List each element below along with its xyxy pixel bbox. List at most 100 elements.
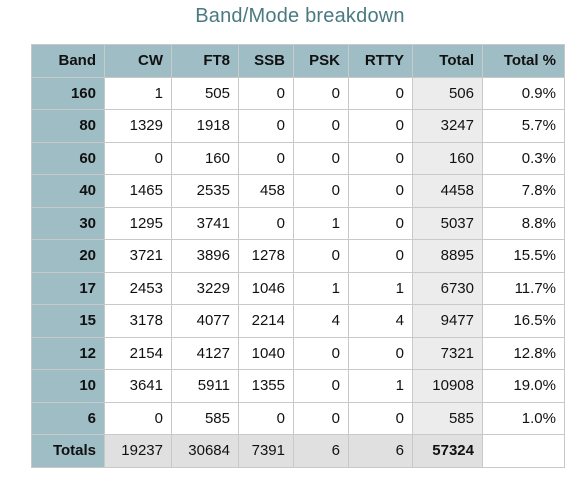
value-cell: 3247: [412, 109, 483, 143]
value-cell: 505: [171, 76, 239, 110]
band-cell: 10: [31, 369, 105, 403]
band-cell: 30: [31, 206, 105, 240]
value-cell: 0: [293, 369, 349, 403]
value-cell: 0: [238, 141, 294, 175]
table-row: 15 3178 4077 2214 4 4 9477 16.5%: [31, 304, 565, 338]
value-cell: 3641: [104, 369, 172, 403]
column-header-rtty: RTTY: [348, 44, 413, 78]
value-cell: 0: [348, 76, 413, 110]
value-cell: 0.9%: [482, 76, 565, 110]
band-cell: 6: [31, 401, 105, 435]
value-cell: 0: [104, 401, 172, 435]
column-header-psk: PSK: [293, 44, 349, 78]
value-cell: 1040: [238, 336, 294, 370]
value-cell: 1465: [104, 174, 172, 208]
value-cell: 8.8%: [482, 206, 565, 240]
column-header-cw: CW: [104, 44, 172, 78]
value-cell: 1: [293, 206, 349, 240]
value-cell: 585: [171, 401, 239, 435]
table-row: 6 0 585 0 0 0 585 1.0%: [31, 401, 565, 435]
value-cell: 1: [293, 271, 349, 305]
totals-row: Totals 19237 30684 7391 6 6 57324: [31, 434, 565, 468]
value-cell: 5911: [171, 369, 239, 403]
table-row: 60 0 160 0 0 0 160 0.3%: [31, 141, 565, 175]
value-cell: 4077: [171, 304, 239, 338]
value-cell: 2214: [238, 304, 294, 338]
band-mode-table: Band CW FT8 SSB PSK RTTY Total Total % 160 1 505 0…: [31, 44, 565, 468]
value-cell: 3896: [171, 239, 239, 273]
table-title: Band/Mode breakdown: [195, 5, 405, 27]
totals-cell: 6: [348, 434, 413, 468]
value-cell: 1295: [104, 206, 172, 240]
value-cell: 19.0%: [482, 369, 565, 403]
value-cell: 1918: [171, 109, 239, 143]
table-row: 17 2453 3229 1046 1 1 6730 11.7%: [31, 271, 565, 305]
value-cell: 0: [348, 239, 413, 273]
band-cell: 20: [31, 239, 105, 273]
value-cell: 1: [104, 76, 172, 110]
value-cell: 1278: [238, 239, 294, 273]
header-row: Band CW FT8 SSB PSK RTTY Total Total %: [31, 44, 565, 78]
value-cell: 5.7%: [482, 109, 565, 143]
value-cell: 0: [238, 109, 294, 143]
band-cell: 60: [31, 141, 105, 175]
totals-cell: 7391: [238, 434, 294, 468]
value-cell: 3721: [104, 239, 172, 273]
totals-cell: 6: [293, 434, 349, 468]
value-cell: 8895: [412, 239, 483, 273]
value-cell: 0: [348, 336, 413, 370]
value-cell: 1: [348, 369, 413, 403]
band-cell: 12: [31, 336, 105, 370]
value-cell: 12.8%: [482, 336, 565, 370]
value-cell: 4: [293, 304, 349, 338]
column-header-ssb: SSB: [238, 44, 294, 78]
table-row: 20 3721 3896 1278 0 0 8895 15.5%: [31, 239, 565, 273]
value-cell: 160: [171, 141, 239, 175]
value-cell: 0: [348, 174, 413, 208]
value-cell: 0: [104, 141, 172, 175]
table-row: 160 1 505 0 0 0 506 0.9%: [31, 76, 565, 110]
value-cell: 4458: [412, 174, 483, 208]
value-cell: 160: [412, 141, 483, 175]
value-cell: 1046: [238, 271, 294, 305]
value-cell: 4: [348, 304, 413, 338]
value-cell: 2535: [171, 174, 239, 208]
value-cell: 0: [348, 141, 413, 175]
value-cell: 3229: [171, 271, 239, 305]
table-row: 40 1465 2535 458 0 0 4458 7.8%: [31, 174, 565, 208]
value-cell: 16.5%: [482, 304, 565, 338]
value-cell: 0: [293, 401, 349, 435]
value-cell: 0: [293, 174, 349, 208]
value-cell: 0: [293, 141, 349, 175]
column-header-band: Band: [31, 44, 105, 78]
totals-cell: 30684: [171, 434, 239, 468]
table-row: 10 3641 5911 1355 0 1 10908 19.0%: [31, 369, 565, 403]
band-cell: 40: [31, 174, 105, 208]
totals-label: Totals: [31, 434, 105, 468]
value-cell: 7321: [412, 336, 483, 370]
value-cell: 0.3%: [482, 141, 565, 175]
value-cell: 2453: [104, 271, 172, 305]
value-cell: 585: [412, 401, 483, 435]
value-cell: 0: [238, 401, 294, 435]
column-header-total: Total %: [482, 44, 565, 78]
table-row: 30 1295 3741 0 1 0 5037 8.8%: [31, 206, 565, 240]
table-row: 80 1329 1918 0 0 0 3247 5.7%: [31, 109, 565, 143]
column-header-total: Total: [412, 44, 483, 78]
band-cell: 160: [31, 76, 105, 110]
value-cell: 9477: [412, 304, 483, 338]
value-cell: 10908: [412, 369, 483, 403]
value-cell: 1.0%: [482, 401, 565, 435]
band-cell: 15: [31, 304, 105, 338]
value-cell: 0: [238, 76, 294, 110]
value-cell: 3178: [104, 304, 172, 338]
column-header-ft8: FT8: [171, 44, 239, 78]
band-cell: 17: [31, 271, 105, 305]
value-cell: 4127: [171, 336, 239, 370]
value-cell: 458: [238, 174, 294, 208]
value-cell: 0: [348, 109, 413, 143]
value-cell: 2154: [104, 336, 172, 370]
value-cell: 0: [348, 401, 413, 435]
value-cell: 1329: [104, 109, 172, 143]
value-cell: 0: [238, 206, 294, 240]
